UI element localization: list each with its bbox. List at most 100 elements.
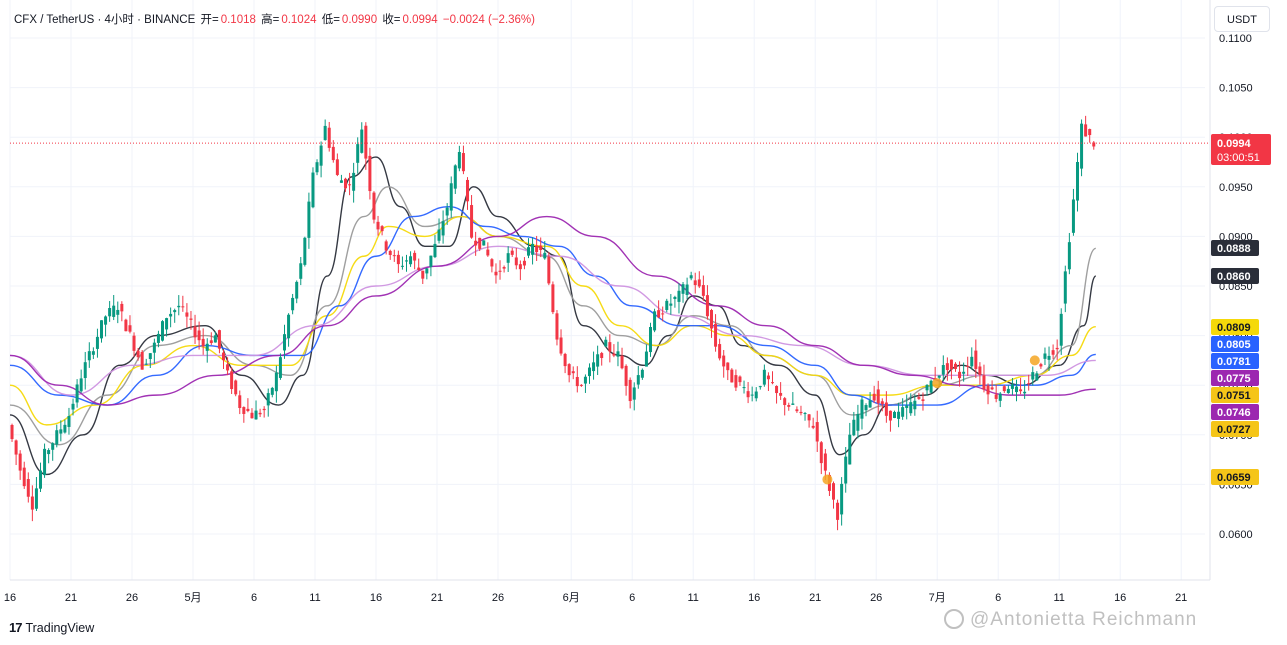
candle[interactable]	[543, 241, 547, 260]
candle[interactable]	[1015, 379, 1018, 402]
candle[interactable]	[649, 322, 652, 357]
candle[interactable]	[1019, 377, 1023, 395]
candle[interactable]	[26, 472, 30, 503]
candle[interactable]	[1051, 344, 1055, 360]
candle[interactable]	[575, 366, 579, 393]
candle[interactable]	[620, 347, 624, 370]
candle[interactable]	[563, 352, 567, 374]
candle[interactable]	[913, 394, 917, 416]
candle[interactable]	[368, 147, 372, 200]
candle[interactable]	[478, 237, 482, 252]
candle[interactable]	[791, 392, 795, 405]
candle[interactable]	[722, 349, 726, 378]
candle[interactable]	[1055, 339, 1059, 361]
candle[interactable]	[453, 164, 457, 194]
candle[interactable]	[55, 424, 59, 448]
candle[interactable]	[400, 256, 404, 270]
candle[interactable]	[311, 167, 315, 209]
candle[interactable]	[754, 387, 758, 402]
candle[interactable]	[299, 256, 303, 286]
candle[interactable]	[331, 140, 335, 163]
candle[interactable]	[880, 398, 884, 412]
candle[interactable]	[884, 391, 888, 423]
candle[interactable]	[1023, 380, 1027, 399]
candle[interactable]	[510, 247, 514, 257]
candle[interactable]	[1002, 384, 1006, 393]
candle[interactable]	[39, 462, 42, 493]
candle[interactable]	[486, 242, 490, 257]
candle[interactable]	[266, 388, 270, 417]
candle[interactable]	[644, 344, 648, 367]
candle[interactable]	[323, 119, 327, 141]
candle[interactable]	[592, 351, 596, 380]
candle[interactable]	[998, 391, 1002, 408]
candle[interactable]	[34, 476, 38, 512]
candle[interactable]	[482, 240, 486, 246]
candle[interactable]	[303, 236, 307, 267]
symbol-title[interactable]: CFX / TetherUS · 4小时 · BINANCE	[14, 14, 196, 26]
candle[interactable]	[384, 239, 388, 255]
candle[interactable]	[596, 345, 600, 375]
candle[interactable]	[474, 231, 478, 256]
candle[interactable]	[14, 439, 18, 466]
candle[interactable]	[852, 411, 856, 437]
candle[interactable]	[165, 317, 169, 337]
candle[interactable]	[726, 362, 730, 381]
candle[interactable]	[811, 417, 815, 430]
candle[interactable]	[189, 310, 193, 330]
candle[interactable]	[1031, 366, 1035, 386]
candle[interactable]	[339, 174, 343, 183]
candle[interactable]	[47, 448, 51, 464]
candle[interactable]	[705, 285, 709, 320]
candle[interactable]	[970, 347, 974, 370]
candle[interactable]	[1080, 119, 1084, 177]
candle[interactable]	[132, 332, 136, 357]
candle[interactable]	[1088, 128, 1092, 143]
candle[interactable]	[388, 249, 392, 260]
candle[interactable]	[193, 314, 197, 344]
candle[interactable]	[466, 177, 469, 210]
candle[interactable]	[79, 369, 83, 393]
candle[interactable]	[803, 411, 807, 421]
candle[interactable]	[104, 315, 108, 337]
candle[interactable]	[925, 384, 929, 396]
candle[interactable]	[502, 265, 506, 273]
candle[interactable]	[242, 406, 246, 423]
candle[interactable]	[10, 423, 14, 442]
candle[interactable]	[18, 450, 22, 480]
candle[interactable]	[807, 413, 811, 428]
candle[interactable]	[905, 394, 909, 420]
candle[interactable]	[921, 392, 925, 411]
candle[interactable]	[677, 283, 681, 314]
candle[interactable]	[909, 393, 913, 416]
candle[interactable]	[246, 398, 250, 413]
candle[interactable]	[522, 257, 526, 270]
candle[interactable]	[734, 369, 738, 392]
candle[interactable]	[1063, 265, 1067, 313]
candle[interactable]	[653, 308, 657, 333]
candle[interactable]	[954, 362, 957, 372]
candle[interactable]	[783, 396, 787, 416]
candle[interactable]	[1059, 308, 1063, 355]
candle[interactable]	[238, 390, 242, 415]
candle[interactable]	[43, 443, 47, 478]
candle[interactable]	[405, 254, 408, 272]
candle[interactable]	[583, 374, 587, 393]
candle[interactable]	[413, 250, 417, 270]
candle[interactable]	[974, 339, 978, 379]
candle[interactable]	[441, 210, 445, 244]
candle[interactable]	[177, 295, 181, 316]
candle[interactable]	[531, 237, 535, 265]
candle[interactable]	[657, 300, 661, 319]
candle[interactable]	[396, 250, 400, 273]
candle[interactable]	[250, 408, 254, 419]
candle[interactable]	[59, 420, 63, 442]
candle[interactable]	[470, 195, 474, 239]
candle[interactable]	[933, 366, 937, 381]
candle[interactable]	[949, 359, 953, 380]
candle[interactable]	[697, 271, 701, 289]
candle[interactable]	[209, 332, 213, 346]
candle[interactable]	[433, 234, 437, 259]
candle[interactable]	[348, 172, 352, 196]
candle[interactable]	[661, 306, 665, 322]
